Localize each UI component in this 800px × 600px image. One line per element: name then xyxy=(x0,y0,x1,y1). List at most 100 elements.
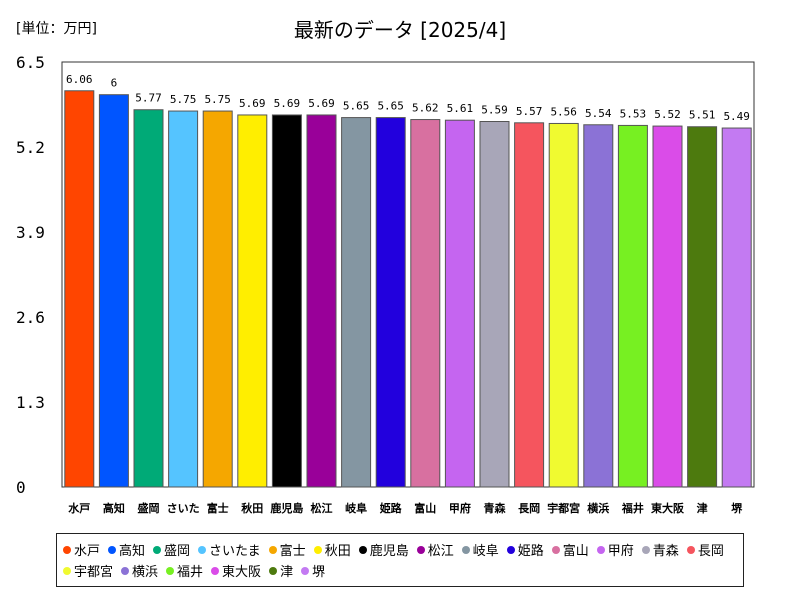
legend-label: 富士 xyxy=(279,544,306,559)
bar xyxy=(202,110,233,488)
legend-label: 青森 xyxy=(652,544,679,559)
data-label: 5.69 xyxy=(308,97,335,110)
bar xyxy=(64,90,95,488)
legend-item: 甲府 xyxy=(596,539,634,560)
x-tick-label: 富山 xyxy=(414,501,436,515)
legend-label: 高知 xyxy=(119,544,146,559)
legend-label: 鹿児島 xyxy=(369,544,409,559)
legend-item: 富山 xyxy=(551,539,589,560)
legend-marker xyxy=(641,545,650,554)
legend-marker xyxy=(416,545,425,554)
x-tick-label: 水戸 xyxy=(68,501,90,515)
data-label: 5.57 xyxy=(516,105,543,118)
data-label: 5.65 xyxy=(377,100,404,113)
x-tick-label: 松江 xyxy=(311,501,333,515)
legend-marker xyxy=(461,545,470,554)
legend-label: 秋田 xyxy=(324,544,351,559)
legend-item: 福井 xyxy=(166,560,203,581)
bar xyxy=(652,125,683,488)
legend-marker xyxy=(63,566,71,575)
legend-label: さいたま xyxy=(209,544,261,559)
data-label: 5.53 xyxy=(620,107,647,120)
bar xyxy=(98,94,129,488)
legend-marker xyxy=(358,545,367,554)
data-label: 5.69 xyxy=(239,97,266,110)
legend-item: 横浜 xyxy=(121,560,158,581)
legend-item: 高知 xyxy=(108,539,145,560)
x-tick-label: 秋田 xyxy=(241,501,263,515)
data-label: 5.52 xyxy=(654,108,681,121)
legend-item: 秋田 xyxy=(313,539,351,560)
x-tick-label: 岐阜 xyxy=(345,501,367,515)
legend-label: 横浜 xyxy=(132,565,159,580)
x-tick-label: 宇都宮 xyxy=(547,501,580,515)
chart-title: 最新のデータ [2025/4] xyxy=(293,18,507,42)
data-label: 5.75 xyxy=(170,93,197,106)
data-label: 5.51 xyxy=(689,109,716,122)
unit-label: [単位：万円] xyxy=(16,21,97,37)
legend-item: 富士 xyxy=(268,539,306,560)
bar xyxy=(237,114,268,488)
y-tick-label: 3.9 xyxy=(16,223,45,242)
x-tick-label: 姫路 xyxy=(380,501,403,515)
bar xyxy=(514,122,545,488)
legend-item: さいたま xyxy=(198,539,261,560)
legend-marker xyxy=(686,545,695,554)
legend-item: 東大阪 xyxy=(211,560,261,581)
legend-label: 水戸 xyxy=(74,544,101,559)
legend-item: 堺 xyxy=(301,560,325,581)
x-tick-label: 富士 xyxy=(207,501,229,515)
legend-item: 松江 xyxy=(416,539,454,560)
bar xyxy=(271,114,302,488)
bar xyxy=(687,126,718,488)
bar xyxy=(444,119,475,488)
legend-item: 長岡 xyxy=(686,539,724,560)
y-tick-label: 5.2 xyxy=(16,138,45,157)
legend-item: 鹿児島 xyxy=(358,539,409,560)
legend-label: 松江 xyxy=(427,544,454,559)
y-tick-label: 0 xyxy=(16,478,26,497)
bar xyxy=(375,117,406,488)
legend-item: 宇都宮 xyxy=(63,560,113,581)
legend-marker xyxy=(269,566,278,575)
bar xyxy=(548,122,579,488)
bar xyxy=(306,114,337,488)
legend-item: 盛岡 xyxy=(153,539,190,560)
legend-label: 富山 xyxy=(562,544,589,559)
bar xyxy=(721,127,752,488)
data-label: 5.49 xyxy=(723,110,750,123)
data-label: 5.56 xyxy=(550,105,577,118)
data-label: 6 xyxy=(111,77,118,90)
legend-label: 長岡 xyxy=(697,544,724,559)
x-tick-label: 津 xyxy=(697,501,708,515)
bar xyxy=(341,117,372,488)
legend-label: 津 xyxy=(280,565,294,580)
data-label: 5.59 xyxy=(481,104,508,117)
legend-marker xyxy=(506,545,515,554)
x-tick-label: 青森 xyxy=(484,501,507,515)
data-label: 6.06 xyxy=(66,73,93,86)
legend-label: 福井 xyxy=(177,565,204,580)
legend-marker xyxy=(211,566,220,575)
data-label: 5.65 xyxy=(343,100,370,113)
legend-marker xyxy=(153,545,162,554)
bar xyxy=(410,119,441,488)
legend-item: 水戸 xyxy=(63,539,100,560)
legend-item: 岐阜 xyxy=(461,539,499,560)
bar xyxy=(133,109,164,488)
legend-label: 甲府 xyxy=(607,544,634,559)
x-tick-label: 福井 xyxy=(621,501,644,515)
legend-label: 岐阜 xyxy=(472,544,499,559)
legend-marker xyxy=(268,545,277,554)
bar xyxy=(617,124,648,488)
bar xyxy=(479,121,510,488)
bar xyxy=(168,110,199,488)
x-tick-label: さいた xyxy=(167,502,200,515)
x-tick-label: 東大阪 xyxy=(651,501,685,515)
legend-marker xyxy=(121,566,130,575)
legend-item: 姫路 xyxy=(506,539,544,560)
y-tick-label: 6.5 xyxy=(16,53,45,72)
legend-label: 宇都宮 xyxy=(74,565,114,580)
x-tick-label: 甲府 xyxy=(449,501,471,515)
legend-label: 堺 xyxy=(312,565,326,580)
